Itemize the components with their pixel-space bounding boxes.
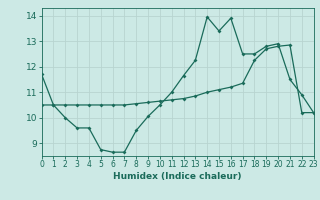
X-axis label: Humidex (Indice chaleur): Humidex (Indice chaleur) <box>113 172 242 181</box>
